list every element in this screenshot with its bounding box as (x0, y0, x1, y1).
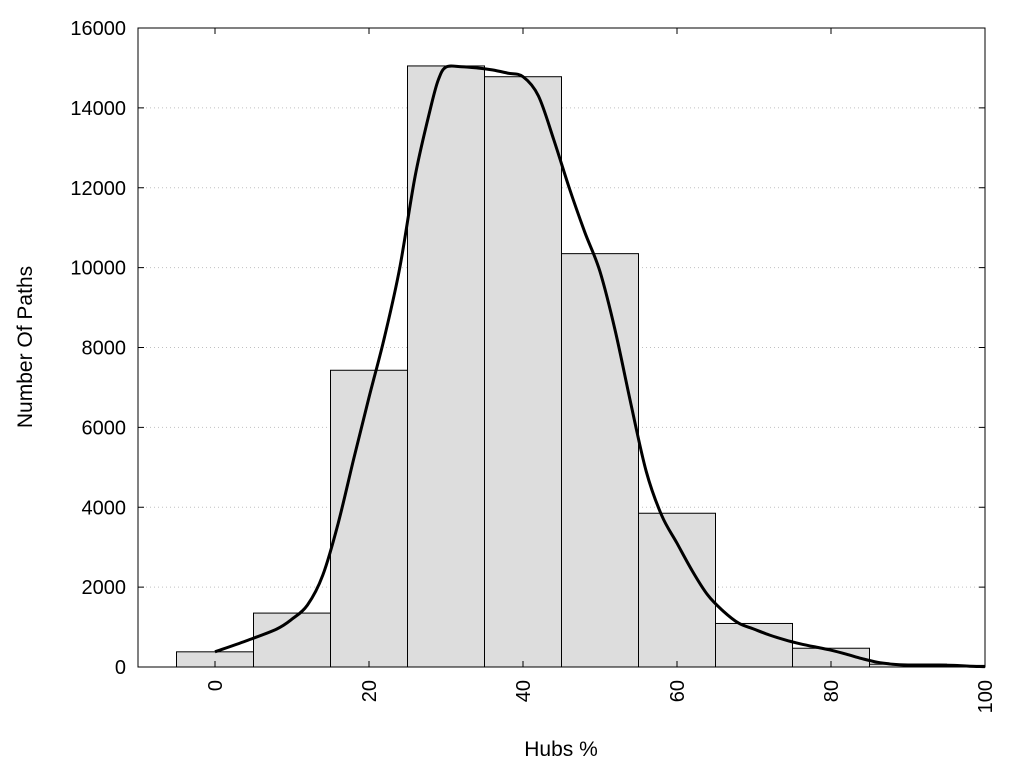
y-tick-label: 2000 (82, 577, 127, 599)
y-tick-label: 10000 (70, 258, 126, 280)
histogram-bar (253, 612, 331, 668)
x-tick-label: 100 (975, 680, 997, 713)
x-axis-title: Hubs % (524, 738, 598, 761)
y-tick-label: 0 (115, 657, 126, 679)
x-tick-label: 80 (821, 680, 843, 702)
density-curve-layer (214, 64, 986, 669)
y-tick-label: 12000 (70, 178, 126, 200)
x-axis-ticks: 0 20 40 60 80 100 (205, 28, 997, 713)
density-curve (214, 64, 986, 669)
x-tick-label: 60 (667, 680, 689, 702)
y-tick-label: 6000 (82, 417, 127, 439)
x-tick-label: 20 (359, 680, 381, 702)
histogram-bar (330, 369, 408, 668)
histogram-bar (407, 65, 485, 668)
y-axis-ticks: 0 2000 4000 6000 8000 10000 12000 14000 16000 (70, 18, 985, 679)
histogram-bar (561, 253, 639, 668)
histogram-bar (715, 622, 793, 668)
y-tick-label: 14000 (70, 98, 126, 120)
histogram-bars (176, 65, 986, 668)
y-tick-label: 8000 (82, 338, 127, 360)
y-axis-title: Number Of Paths (14, 266, 37, 428)
y-tick-label: 16000 (70, 18, 126, 40)
x-tick-label: 0 (205, 680, 227, 691)
histogram-bar (484, 76, 562, 668)
y-tick-label: 4000 (82, 497, 127, 519)
x-tick-label: 40 (513, 680, 535, 702)
